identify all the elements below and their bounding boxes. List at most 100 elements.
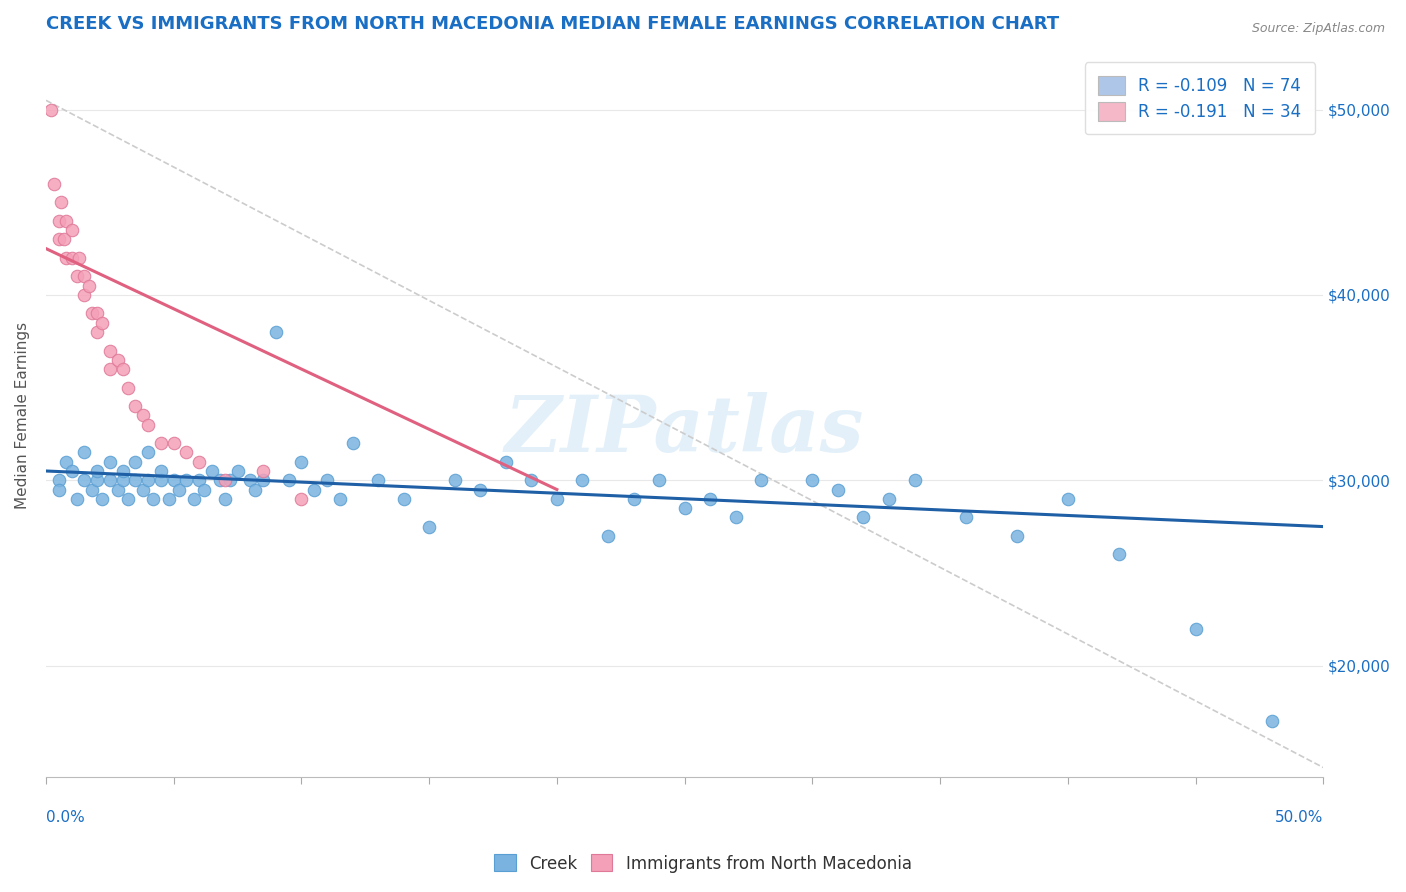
- Point: [111, 362, 134, 376]
- Point: [290, 491, 312, 506]
- Point: [418, 519, 440, 533]
- Point: [163, 473, 186, 487]
- Point: [86, 325, 108, 339]
- Point: [252, 473, 274, 487]
- Point: [1056, 491, 1078, 506]
- Point: [60, 251, 83, 265]
- Point: [163, 436, 186, 450]
- Point: [877, 491, 900, 506]
- Point: [673, 501, 696, 516]
- Text: 0.0%: 0.0%: [46, 810, 84, 825]
- Point: [111, 464, 134, 478]
- Point: [903, 473, 925, 487]
- Point: [79, 278, 101, 293]
- Point: [1005, 529, 1028, 543]
- Point: [245, 483, 267, 497]
- Point: [316, 473, 339, 487]
- Point: [470, 483, 492, 497]
- Point: [201, 464, 224, 478]
- Point: [342, 436, 364, 450]
- Point: [66, 491, 89, 506]
- Point: [443, 473, 465, 487]
- Point: [124, 473, 146, 487]
- Point: [801, 473, 824, 487]
- Point: [176, 473, 198, 487]
- Point: [98, 455, 121, 469]
- Point: [571, 473, 593, 487]
- Point: [252, 464, 274, 478]
- Point: [724, 510, 747, 524]
- Point: [176, 445, 198, 459]
- Point: [124, 455, 146, 469]
- Point: [73, 288, 96, 302]
- Point: [55, 251, 77, 265]
- Point: [1108, 548, 1130, 562]
- Legend: Creek, Immigrants from North Macedonia: Creek, Immigrants from North Macedonia: [488, 847, 918, 880]
- Point: [107, 483, 129, 497]
- Point: [55, 455, 77, 469]
- Text: Source: ZipAtlas.com: Source: ZipAtlas.com: [1251, 22, 1385, 36]
- Point: [392, 491, 415, 506]
- Y-axis label: Median Female Earnings: Median Female Earnings: [15, 322, 30, 509]
- Point: [214, 473, 236, 487]
- Point: [749, 473, 772, 487]
- Point: [495, 455, 517, 469]
- Point: [239, 473, 262, 487]
- Point: [1184, 622, 1206, 636]
- Point: [1261, 714, 1284, 728]
- Point: [699, 491, 721, 506]
- Point: [208, 473, 231, 487]
- Point: [86, 464, 108, 478]
- Point: [86, 473, 108, 487]
- Text: ZIPatlas: ZIPatlas: [505, 392, 865, 468]
- Point: [98, 473, 121, 487]
- Point: [329, 491, 352, 506]
- Legend: R = -0.109   N = 74, R = -0.191   N = 34: R = -0.109 N = 74, R = -0.191 N = 34: [1085, 62, 1315, 134]
- Text: CREEK VS IMMIGRANTS FROM NORTH MACEDONIA MEDIAN FEMALE EARNINGS CORRELATION CHAR: CREEK VS IMMIGRANTS FROM NORTH MACEDONIA…: [46, 15, 1059, 33]
- Point: [596, 529, 619, 543]
- Point: [80, 483, 103, 497]
- Point: [648, 473, 671, 487]
- Point: [107, 352, 129, 367]
- Point: [98, 343, 121, 358]
- Point: [66, 269, 89, 284]
- Point: [546, 491, 568, 506]
- Point: [67, 251, 90, 265]
- Point: [132, 483, 155, 497]
- Point: [149, 464, 172, 478]
- Point: [48, 483, 70, 497]
- Point: [73, 445, 96, 459]
- Point: [117, 491, 139, 506]
- Point: [226, 464, 249, 478]
- Point: [136, 473, 159, 487]
- Point: [132, 409, 155, 423]
- Point: [219, 473, 242, 487]
- Point: [136, 445, 159, 459]
- Point: [91, 316, 114, 330]
- Point: [98, 362, 121, 376]
- Point: [142, 491, 165, 506]
- Point: [167, 483, 190, 497]
- Point: [955, 510, 977, 524]
- Point: [51, 195, 73, 210]
- Point: [277, 473, 299, 487]
- Point: [52, 232, 75, 246]
- Point: [214, 491, 236, 506]
- Point: [149, 436, 172, 450]
- Point: [117, 381, 139, 395]
- Point: [60, 223, 83, 237]
- Point: [48, 232, 70, 246]
- Point: [827, 483, 849, 497]
- Point: [193, 483, 215, 497]
- Point: [39, 103, 62, 117]
- Point: [60, 464, 83, 478]
- Point: [520, 473, 543, 487]
- Point: [80, 306, 103, 320]
- Point: [73, 473, 96, 487]
- Point: [852, 510, 875, 524]
- Point: [623, 491, 645, 506]
- Point: [91, 491, 114, 506]
- Point: [136, 417, 159, 432]
- Point: [188, 455, 211, 469]
- Point: [42, 177, 65, 191]
